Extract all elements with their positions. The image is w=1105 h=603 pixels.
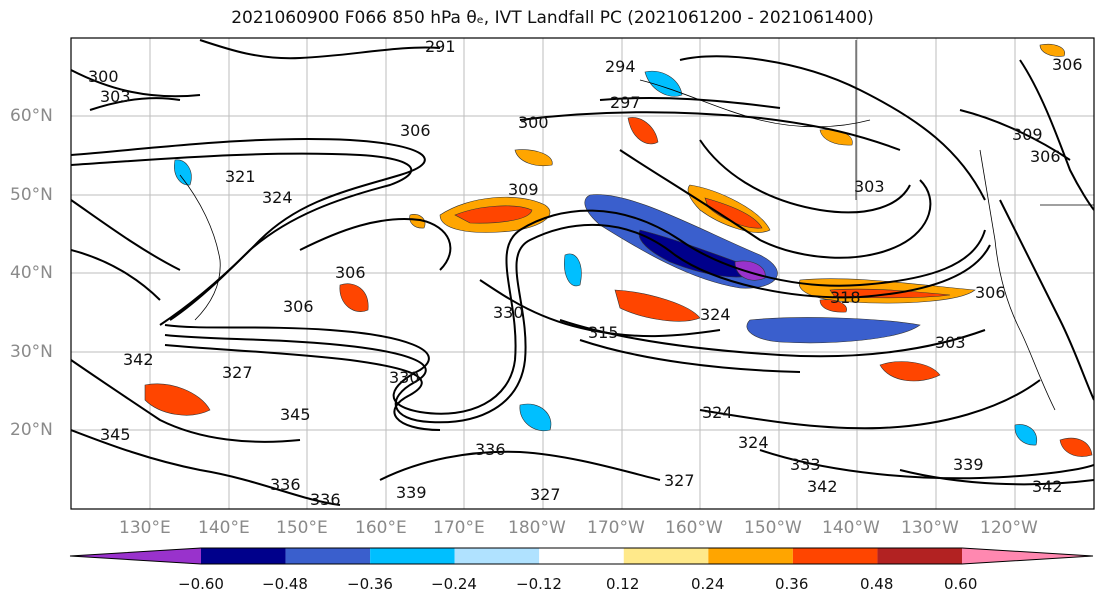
plot-border [70, 37, 1095, 510]
contour-label: 330 [493, 303, 524, 322]
contour-label: 333 [790, 455, 821, 474]
colorbar-segment [539, 548, 624, 564]
colorbar-segment [708, 548, 793, 564]
colorbar-segment [877, 548, 962, 564]
contour-label: 306 [1052, 55, 1083, 74]
lon-label: 150°E [276, 518, 328, 538]
contour-label: 294 [605, 57, 636, 76]
colorbar-segment [454, 548, 540, 564]
contour-label: 330 [389, 368, 420, 387]
lon-label: 160°W [665, 518, 723, 538]
lon-label: 140°E [198, 518, 250, 538]
lat-label: 50°N [10, 185, 53, 205]
lon-label: 160°E [355, 518, 407, 538]
colorbar-segment [201, 548, 286, 564]
colorbar-tick-label: 0.36 [775, 575, 809, 593]
contour-label: 291 [425, 37, 456, 56]
lat-label: 20°N [10, 420, 53, 440]
colorbar-tick-label: 0.12 [606, 575, 640, 593]
colorbar [69, 547, 1094, 565]
theta-e-contours [71, 39, 1094, 506]
colorbar-tick-label: −0.60 [178, 575, 224, 593]
contour-label: 342 [123, 350, 154, 369]
contour-label: 327 [664, 471, 695, 490]
contour-label: 306 [283, 297, 314, 316]
contour-label: 306 [1030, 147, 1061, 166]
colorbar-segment [792, 548, 878, 564]
coastlines [179, 40, 1094, 411]
contour-label: 324 [700, 305, 731, 324]
lon-label: 140°W [822, 518, 880, 538]
contour-label: 315 [588, 323, 619, 342]
map-title: 2021060900 F066 850 hPa θₑ, IVT Landfall… [231, 8, 874, 28]
colorbar-tick-label: 0.60 [944, 575, 978, 593]
contour-label: 345 [100, 425, 131, 444]
contour-label: 309 [508, 180, 539, 199]
contour-label: 306 [400, 121, 431, 140]
colorbar-tick-label: −0.36 [347, 575, 393, 593]
contour-label: 342 [1032, 477, 1063, 496]
contour-label: 300 [518, 113, 549, 132]
colorbar-tick-label: −0.48 [262, 575, 308, 593]
lon-label: 120°W [980, 518, 1038, 538]
contour-label: 324 [262, 188, 293, 207]
lon-label: 180°W [508, 518, 566, 538]
contour-label: 303 [854, 177, 885, 196]
contour-label: 318 [830, 288, 861, 307]
colorbar-segment [70, 548, 201, 564]
contour-label: 303 [935, 333, 966, 352]
contour-label: 297 [610, 93, 641, 112]
lat-label: 30°N [10, 342, 53, 362]
contour-label-group: 300 303 291 294 297 300 306 309 321 324 … [88, 37, 1083, 509]
colorbar-segment [285, 548, 371, 564]
colorbar-segment [370, 548, 455, 564]
contour-label: 306 [975, 283, 1006, 302]
lat-label: 40°N [10, 263, 53, 283]
colorbar-tick-label: 0.48 [860, 575, 894, 593]
lon-label: 130°E [119, 518, 171, 538]
colorbar-tick-label: −0.12 [516, 575, 562, 593]
contour-label: 342 [807, 477, 838, 496]
contour-label: 303 [100, 87, 131, 106]
contour-label: 339 [396, 483, 427, 502]
contour-label: 345 [280, 405, 311, 424]
colorbar-tick-label: −0.24 [431, 575, 477, 593]
contour-label: 309 [1012, 125, 1043, 144]
colorbar-tick-label: 0.24 [691, 575, 725, 593]
lon-label: 150°W [744, 518, 802, 538]
contour-label: 327 [530, 485, 561, 504]
contour-label: 327 [222, 363, 253, 382]
colorbar-outline [69, 547, 1094, 565]
contour-label: 336 [270, 475, 301, 494]
colorbar-segment [962, 548, 1093, 564]
contour-label: 300 [88, 67, 119, 86]
gridlines [71, 38, 1094, 509]
lon-label: 170°W [587, 518, 645, 538]
lon-label: 170°E [433, 518, 485, 538]
contour-label: 324 [738, 433, 769, 452]
contour-label: 336 [475, 440, 506, 459]
contour-label: 321 [225, 167, 256, 186]
lon-label: 130°W [901, 518, 959, 538]
lat-label: 60°N [10, 106, 53, 126]
colorbar-segment [623, 548, 709, 564]
contour-label: 336 [310, 490, 341, 509]
contour-label: 324 [702, 403, 733, 422]
contour-label: 306 [335, 263, 366, 282]
contour-label: 339 [953, 455, 984, 474]
